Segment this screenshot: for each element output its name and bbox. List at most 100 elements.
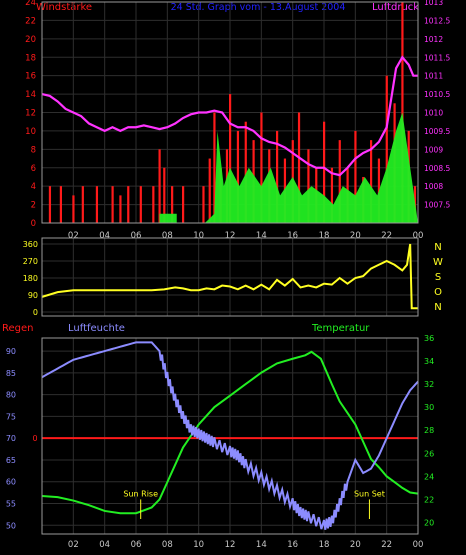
hour-tick-label: 16 (287, 540, 298, 550)
temperature-tick-label: 20 (424, 518, 434, 527)
gust-bar (119, 195, 122, 223)
wind-tick-label: 12 (25, 109, 36, 119)
hour-tick-label: 20 (350, 231, 361, 241)
temperature-tick-label: 34 (424, 357, 434, 366)
temperature-tick-label: 28 (424, 426, 434, 435)
direction-panel-data (41, 243, 418, 310)
legend-temperatur: Temperatur (311, 323, 370, 334)
header-right: Luftdruck (372, 2, 419, 13)
wind-tick-label: 4 (31, 182, 36, 192)
gust-bar (139, 186, 142, 223)
gust-bar (202, 186, 205, 223)
wind-tick-label: 18 (25, 53, 36, 63)
temperature-tick-label: 32 (424, 380, 434, 389)
direction-tick-label: 0 (33, 308, 38, 317)
pressure-line (41, 55, 418, 177)
temperature-tick-label: 26 (424, 449, 434, 458)
gust-bar (81, 186, 84, 223)
hour-tick-label: 22 (381, 540, 392, 550)
direction-tick-label: 180 (23, 274, 38, 283)
pressure-tick-label: 1009.5 (424, 127, 450, 136)
hour-tick-label: 14 (256, 231, 267, 241)
gust-bar (171, 186, 174, 223)
gust-bar (48, 186, 52, 223)
gust-bar (354, 130, 357, 223)
hour-tick-label: 02 (68, 231, 79, 241)
humidity-tick-label: 70 (6, 434, 16, 443)
legend-luftfeuchte: Luftfeuchte (68, 323, 125, 334)
hour-tick-label: 08 (162, 540, 173, 550)
pressure-tick-label: 1011.5 (424, 53, 450, 62)
wind-panel-frame (41, 1, 419, 224)
wind-tick-label: 24 (25, 0, 36, 8)
wind-tick-label: 2 (31, 201, 36, 211)
gust-bar (260, 112, 263, 223)
gust-bar (370, 140, 373, 223)
wind-tick-label: 14 (25, 90, 36, 100)
humidity-line (41, 341, 419, 530)
wind-tick-label: 8 (31, 145, 36, 155)
gust-bar (152, 186, 155, 223)
direction-tick-label: 270 (23, 257, 38, 266)
gust-bar (59, 186, 62, 223)
pressure-tick-label: 1012 (424, 35, 443, 44)
gust-bar (297, 112, 301, 223)
gust-bar (401, 2, 404, 223)
gust-bar (127, 186, 130, 223)
gust-bar (307, 149, 310, 223)
humidity-tick-label: 80 (6, 391, 16, 400)
climate-panel-axes: 50 55 60 65 70 75 80 85 90 20 22 24 26 28 30 32 34 36 02 04… (6, 334, 434, 550)
wind-panel-data (41, 2, 418, 224)
direction-tick-label: 360 (23, 240, 38, 249)
pressure-tick-label: 1012.5 (424, 16, 450, 25)
direction-line (41, 243, 418, 310)
hour-tick-label: 18 (319, 540, 330, 550)
wind-tick-label: 6 (31, 164, 36, 174)
gust-bar (323, 121, 326, 223)
gust-bar (158, 149, 161, 223)
pressure-tick-label: 1009 (424, 145, 443, 154)
gust-bar (213, 112, 216, 223)
direction-panel-frame (41, 237, 419, 317)
gust-bar (276, 130, 279, 223)
pressure-tick-label: 1010.5 (424, 90, 450, 99)
rain-zero-label: 0 (32, 434, 37, 443)
compass-label: O (434, 287, 442, 298)
pressure-tick-label: 1013 (424, 0, 443, 7)
wind-tick-label: 22 (25, 16, 36, 26)
hour-tick-label: 10 (193, 231, 204, 241)
gust-bar (111, 186, 114, 223)
direction-tick-label: 90 (28, 291, 38, 300)
humidity-tick-label: 85 (6, 369, 16, 378)
hour-tick-label: 06 (131, 540, 142, 550)
gust-bar (330, 167, 334, 223)
climate-panel-frame (41, 337, 419, 535)
temperature-tick-label: 36 (424, 334, 434, 343)
header-left: Windstärke (36, 2, 92, 13)
hour-tick-label: 04 (99, 231, 110, 241)
gust-bar (182, 186, 185, 223)
compass-label: W (433, 257, 443, 268)
hour-tick-label: 08 (162, 231, 173, 241)
gust-bar (95, 186, 99, 223)
wind-tick-label: 20 (25, 35, 36, 45)
temperature-line (41, 350, 419, 515)
wind-tick-label: 10 (25, 127, 36, 137)
hour-tick-label: 06 (131, 231, 142, 241)
humidity-tick-label: 55 (6, 500, 16, 509)
compass-label: S (435, 272, 441, 283)
wind-panel-axes: 0246810121416182022241007.510081008.5100… (25, 0, 450, 241)
humidity-tick-label: 50 (6, 521, 16, 530)
mean-wind-area (42, 112, 418, 223)
sun-event-label: Sun Rise (123, 489, 158, 498)
header-center: 24 Std. Graph vom - 13.August 2004 (171, 2, 346, 13)
hour-tick-label: 22 (381, 231, 392, 241)
pressure-tick-label: 1011 (424, 72, 443, 81)
gust-bar (208, 158, 211, 223)
humidity-tick-label: 60 (6, 478, 16, 487)
gust-bar (72, 195, 75, 223)
pressure-tick-label: 1008 (424, 182, 443, 191)
hour-tick-label: 12 (225, 540, 236, 550)
